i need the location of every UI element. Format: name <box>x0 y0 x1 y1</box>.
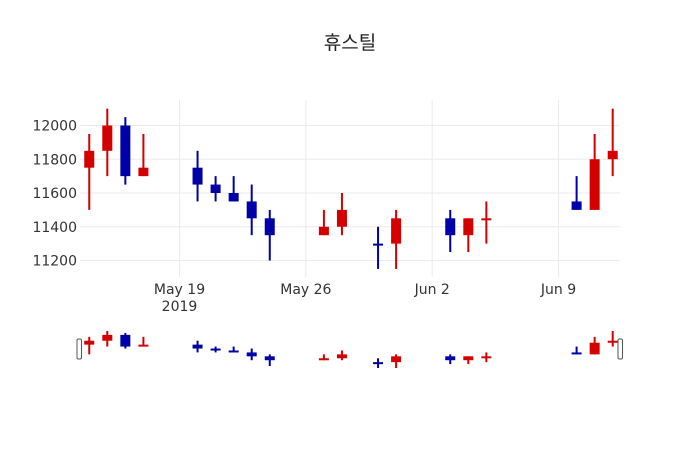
slider-candle[interactable] <box>138 336 149 347</box>
candle-body <box>192 344 203 349</box>
candle[interactable] <box>571 176 582 210</box>
y-tick-label: 12000 <box>32 119 77 135</box>
candle[interactable] <box>192 150 203 202</box>
y-tick-label: 11600 <box>32 186 77 202</box>
candle-body <box>336 209 347 227</box>
candle[interactable] <box>228 176 239 202</box>
candle-body <box>228 193 239 202</box>
candle-body <box>102 334 113 341</box>
candle[interactable] <box>463 218 474 253</box>
candle[interactable] <box>84 133 95 210</box>
candle[interactable] <box>589 133 600 210</box>
candle-body <box>481 218 492 221</box>
candle[interactable] <box>138 133 149 177</box>
candle-body <box>84 340 95 345</box>
candle-body <box>463 356 474 361</box>
candle-body <box>445 218 456 236</box>
candle[interactable] <box>120 117 131 185</box>
candle-body <box>228 350 239 353</box>
slider-candle[interactable] <box>445 354 456 365</box>
range-slider-left-handle[interactable] <box>76 338 82 360</box>
slider-candle[interactable] <box>571 346 582 355</box>
candle-body <box>607 340 618 343</box>
candle[interactable] <box>373 226 384 269</box>
chart-title: 휴스틸 <box>323 32 377 54</box>
candle-body <box>373 362 384 365</box>
candle-body <box>120 125 131 177</box>
candle-body <box>138 167 149 177</box>
slider-candle[interactable] <box>264 354 275 367</box>
slider-candle[interactable] <box>373 358 384 368</box>
y-tick-label: 11800 <box>32 152 77 168</box>
y-tick-label: 11400 <box>32 220 77 236</box>
y-axis: 11200 11400 11600 11800 12000 <box>32 119 77 270</box>
candle[interactable] <box>102 108 113 177</box>
candle-body <box>264 356 275 361</box>
candle-body <box>373 243 384 246</box>
candle[interactable] <box>445 209 456 253</box>
slider-candle[interactable] <box>210 346 221 353</box>
candle-body <box>138 344 149 347</box>
slider-candle[interactable] <box>84 336 95 355</box>
candle-body <box>571 352 582 355</box>
candle-body <box>607 150 618 160</box>
candle[interactable] <box>481 201 492 244</box>
candle[interactable] <box>246 184 257 236</box>
slider-candle[interactable] <box>481 352 492 363</box>
slider-candle[interactable] <box>463 356 474 365</box>
candle-body <box>210 184 221 193</box>
candle-body <box>264 218 275 236</box>
x-tick-label: Jun 9 <box>540 282 576 298</box>
candle[interactable] <box>318 209 329 236</box>
candle[interactable] <box>336 193 347 236</box>
candle-body <box>589 159 600 210</box>
slider-candle[interactable] <box>192 340 203 353</box>
candle-body <box>481 356 492 359</box>
candle-body <box>192 167 203 185</box>
candle-body <box>318 226 329 236</box>
candle-body <box>84 150 95 168</box>
slider-candle[interactable] <box>336 350 347 361</box>
candle-body <box>102 125 113 151</box>
candle-body <box>120 334 131 347</box>
candle-body <box>336 354 347 359</box>
y-tick-label: 11200 <box>32 254 77 270</box>
candle-body <box>571 201 582 210</box>
slider-candle[interactable] <box>246 348 257 361</box>
candle-body <box>246 201 257 219</box>
candles[interactable] <box>84 108 618 269</box>
candle[interactable] <box>264 209 275 261</box>
candle-body <box>318 358 329 361</box>
slider-candle[interactable] <box>607 331 618 347</box>
candle[interactable] <box>210 176 221 202</box>
candle-body <box>589 342 600 355</box>
slider-candle[interactable] <box>120 332 131 349</box>
slider-candle[interactable] <box>318 354 329 361</box>
candle-body <box>391 356 402 363</box>
candle-body <box>463 218 474 236</box>
candle[interactable] <box>607 108 618 177</box>
x-tick-label: May 26 <box>280 282 331 298</box>
candle[interactable] <box>391 209 402 269</box>
slider-candle[interactable] <box>391 354 402 368</box>
x-tick-year-label: 2019 <box>162 299 198 315</box>
candle-body <box>210 348 221 351</box>
candle-body <box>391 218 402 244</box>
slider-candle[interactable] <box>228 346 239 353</box>
x-tick-label: Jun 2 <box>414 282 450 298</box>
candle-body <box>246 352 257 357</box>
range-slider-right-handle[interactable] <box>617 338 623 360</box>
x-tick-label: May 19 <box>154 282 205 298</box>
range-slider[interactable] <box>76 331 623 368</box>
gridlines <box>80 100 620 277</box>
candle-body <box>445 356 456 361</box>
slider-candle[interactable] <box>589 336 600 355</box>
slider-candle[interactable] <box>102 331 113 347</box>
